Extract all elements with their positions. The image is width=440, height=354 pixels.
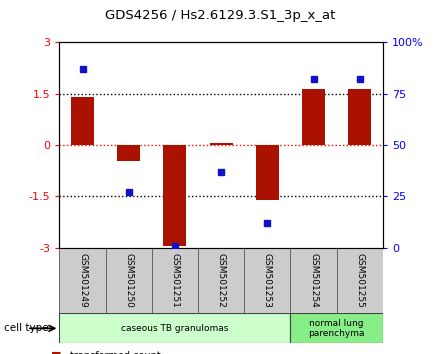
Bar: [59, 248, 106, 313]
Bar: [290, 248, 337, 313]
Bar: [117, 145, 140, 161]
Text: normal lung
parenchyma: normal lung parenchyma: [308, 319, 365, 338]
Text: GSM501250: GSM501250: [124, 253, 133, 308]
Text: GSM501249: GSM501249: [78, 253, 87, 308]
Bar: [198, 248, 244, 313]
Bar: [209, 143, 233, 145]
Text: GSM501255: GSM501255: [355, 253, 364, 308]
Text: cell type: cell type: [4, 323, 49, 333]
Bar: [348, 88, 371, 145]
Text: caseous TB granulomas: caseous TB granulomas: [121, 324, 229, 333]
Bar: [106, 248, 152, 313]
Text: GSM501254: GSM501254: [309, 253, 318, 308]
Bar: [290, 313, 383, 343]
Text: GSM501251: GSM501251: [170, 253, 180, 308]
Bar: [244, 248, 290, 313]
Text: GSM501252: GSM501252: [216, 253, 226, 308]
Bar: [337, 248, 383, 313]
Bar: [256, 145, 279, 200]
Text: ■: ■: [51, 351, 61, 354]
Text: GSM501253: GSM501253: [263, 253, 272, 308]
Bar: [71, 97, 94, 145]
Bar: [302, 88, 325, 145]
Bar: [163, 145, 187, 246]
Text: GDS4256 / Hs2.6129.3.S1_3p_x_at: GDS4256 / Hs2.6129.3.S1_3p_x_at: [105, 9, 335, 22]
Bar: [59, 313, 290, 343]
Bar: [152, 248, 198, 313]
Text: transformed count: transformed count: [70, 351, 161, 354]
